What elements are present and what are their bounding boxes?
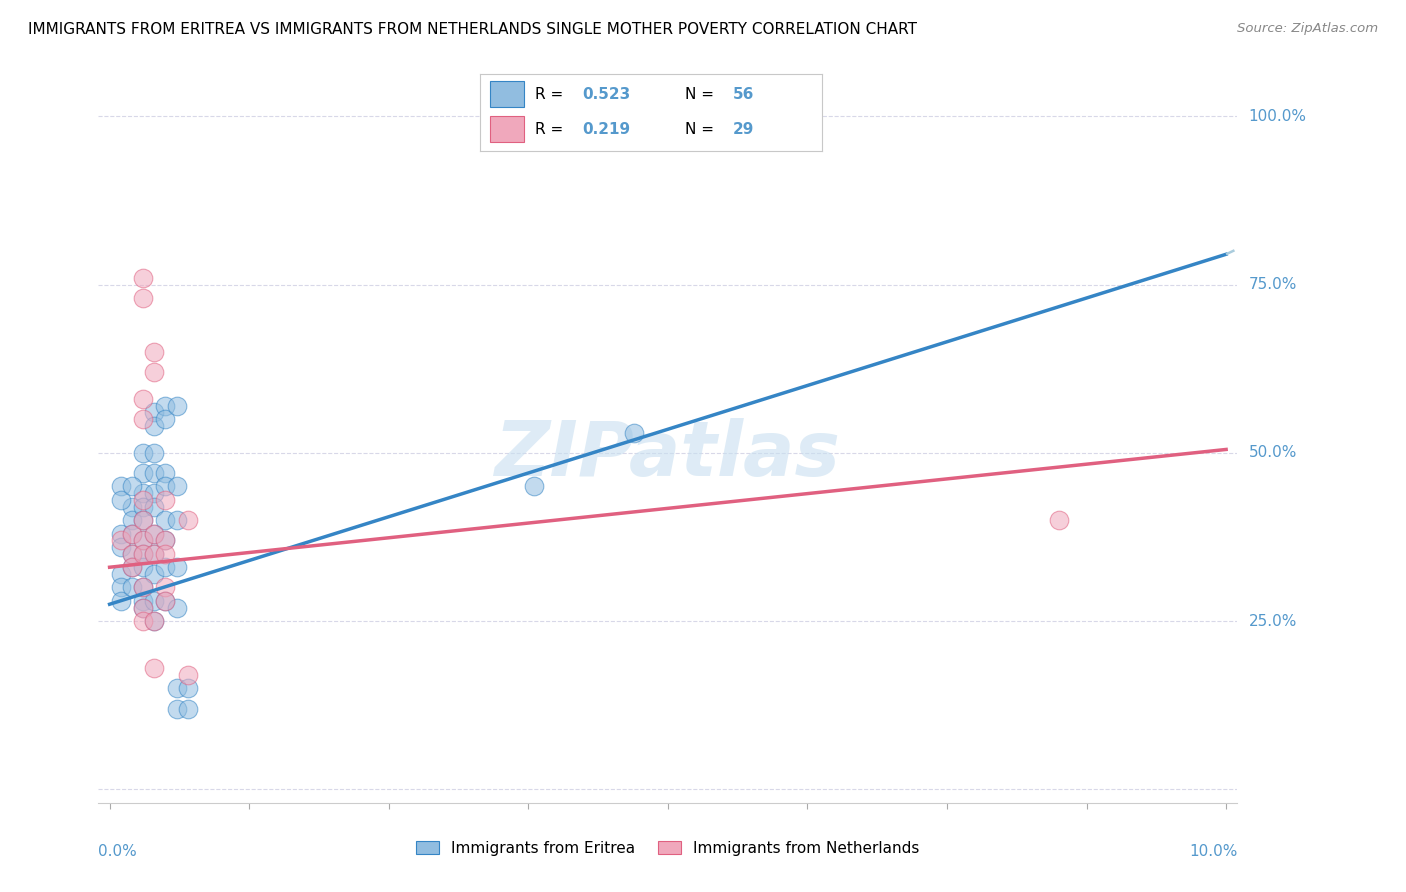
Point	[155, 513, 177, 527]
Point	[143, 614, 166, 628]
Point	[132, 446, 155, 460]
Point	[121, 581, 143, 595]
Point	[121, 560, 143, 574]
Point	[166, 560, 188, 574]
Point	[132, 533, 155, 548]
Point	[132, 547, 155, 561]
Point	[166, 681, 188, 696]
Point	[110, 581, 132, 595]
Point	[110, 526, 132, 541]
Point	[143, 344, 166, 359]
Point	[155, 479, 177, 493]
Text: IMMIGRANTS FROM ERITREA VS IMMIGRANTS FROM NETHERLANDS SINGLE MOTHER POVERTY COR: IMMIGRANTS FROM ERITREA VS IMMIGRANTS FR…	[28, 22, 917, 37]
Point	[155, 466, 177, 480]
Point	[143, 566, 166, 581]
Point	[143, 405, 166, 419]
Point	[166, 513, 188, 527]
Point	[143, 594, 166, 608]
Point	[132, 486, 155, 500]
Point	[132, 600, 155, 615]
Point	[155, 581, 177, 595]
Point	[143, 500, 166, 514]
Point	[132, 392, 155, 406]
Point	[132, 270, 155, 285]
Point	[132, 466, 155, 480]
Point	[623, 425, 645, 440]
Point	[155, 533, 177, 548]
Point	[155, 594, 177, 608]
Point	[166, 701, 188, 715]
Point	[143, 547, 166, 561]
Point	[143, 526, 166, 541]
Point	[177, 701, 200, 715]
Text: Source: ZipAtlas.com: Source: ZipAtlas.com	[1237, 22, 1378, 36]
Point	[143, 614, 166, 628]
Point	[121, 547, 143, 561]
Legend: Immigrants from Eritrea, Immigrants from Netherlands: Immigrants from Eritrea, Immigrants from…	[411, 835, 925, 862]
Point	[657, 129, 679, 144]
Point	[110, 594, 132, 608]
Point	[110, 540, 132, 554]
Point	[132, 581, 155, 595]
Text: 75.0%: 75.0%	[1249, 277, 1296, 292]
Point	[110, 566, 132, 581]
Point	[155, 399, 177, 413]
Text: ZIPatlas: ZIPatlas	[495, 417, 841, 491]
Point	[132, 500, 155, 514]
Point	[121, 547, 143, 561]
Point	[155, 547, 177, 561]
Point	[155, 560, 177, 574]
Point	[121, 526, 143, 541]
Point	[132, 513, 155, 527]
Point	[166, 479, 188, 493]
Point	[132, 291, 155, 305]
Point	[132, 412, 155, 426]
Point	[143, 466, 166, 480]
Text: 100.0%: 100.0%	[1249, 109, 1306, 124]
Point	[132, 547, 155, 561]
Point	[132, 614, 155, 628]
Point	[143, 526, 166, 541]
Text: 50.0%: 50.0%	[1249, 445, 1296, 460]
Point	[155, 492, 177, 507]
Point	[523, 479, 546, 493]
Text: 0.0%: 0.0%	[98, 845, 138, 860]
Point	[155, 412, 177, 426]
Point	[110, 533, 132, 548]
Point	[121, 513, 143, 527]
Text: 10.0%: 10.0%	[1189, 845, 1237, 860]
Point	[132, 600, 155, 615]
Point	[132, 492, 155, 507]
Point	[121, 500, 143, 514]
Point	[177, 513, 200, 527]
Point	[121, 479, 143, 493]
Point	[132, 560, 155, 574]
Point	[143, 365, 166, 379]
Point	[177, 668, 200, 682]
Point	[155, 533, 177, 548]
Point	[166, 600, 188, 615]
Point	[132, 581, 155, 595]
Text: 25.0%: 25.0%	[1249, 614, 1296, 629]
Point	[155, 594, 177, 608]
Point	[110, 492, 132, 507]
Point	[1047, 513, 1070, 527]
Point	[132, 533, 155, 548]
Point	[143, 418, 166, 433]
Point	[143, 547, 166, 561]
Point	[132, 594, 155, 608]
Point	[132, 513, 155, 527]
Point	[121, 526, 143, 541]
Point	[121, 560, 143, 574]
Point	[143, 446, 166, 460]
Point	[166, 399, 188, 413]
Point	[177, 681, 200, 696]
Point	[143, 661, 166, 675]
Point	[110, 479, 132, 493]
Point	[143, 486, 166, 500]
